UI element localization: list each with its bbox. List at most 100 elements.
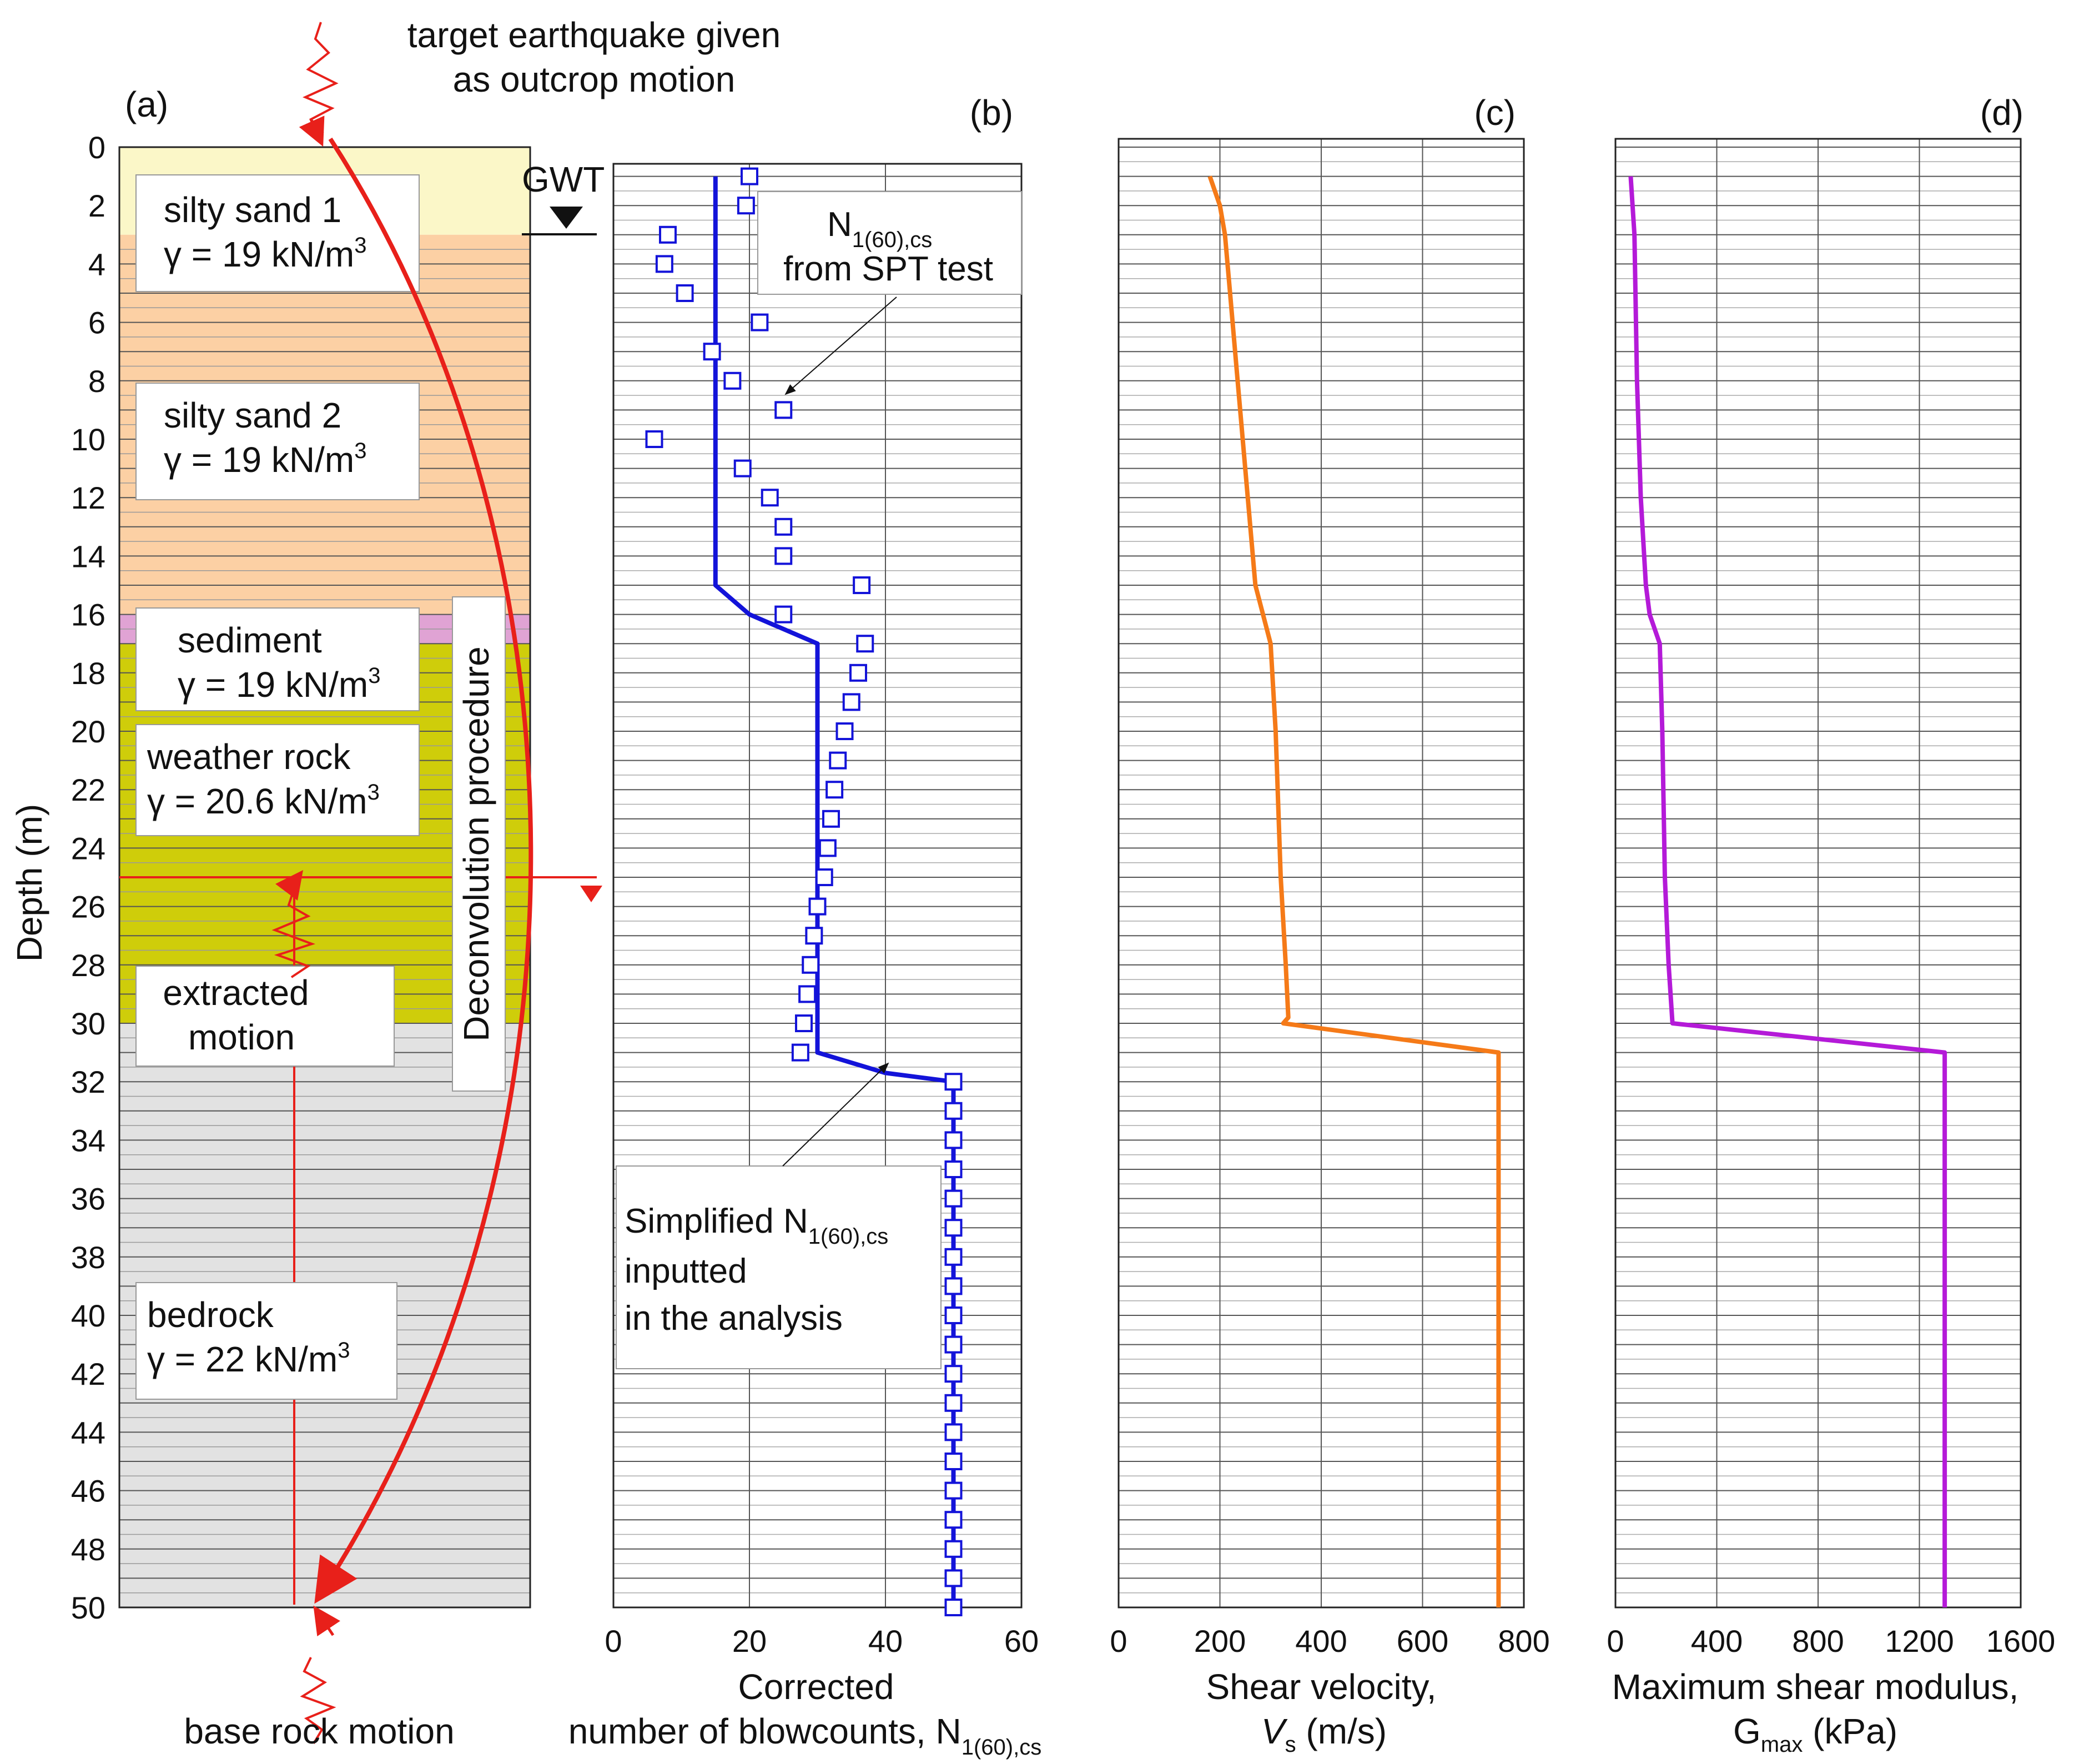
spt-point (805, 927, 823, 945)
spt-point (835, 722, 854, 740)
layer-label-sediment: sediment γ = 19 kN/m3 (135, 607, 420, 711)
x-tick-label: 400 (1295, 1624, 1347, 1659)
spt-annotation-line2: from SPT test (783, 250, 993, 288)
b-xlabel-line1: Corrected (738, 1667, 894, 1707)
spt-n-points (645, 167, 963, 1616)
gwt-label: GWT (522, 159, 605, 199)
spt-point (944, 1306, 963, 1324)
spt-point (853, 576, 871, 594)
c-xlabel-line1: Shear velocity, (1206, 1667, 1437, 1707)
d-gridlines (1615, 139, 2021, 1608)
spt-point (703, 343, 721, 361)
d-x-ticks: 0 400 800 1200 1600 (1607, 1624, 2055, 1659)
d-frame (1614, 138, 2022, 1609)
depth-tick-label: 0 (88, 130, 105, 165)
spt-point (815, 868, 833, 886)
depth-tick-label: 4 (88, 247, 105, 282)
spt-point (944, 1102, 963, 1120)
spt-point (733, 459, 752, 478)
layer-label-weather-rock: weather rock γ = 20.6 kN/m3 (135, 724, 420, 836)
simp-annotation-arrow (782, 1062, 889, 1167)
spt-point (944, 1569, 963, 1587)
layer-name: silty sand 2 (164, 395, 341, 435)
depth-axis-label: Depth (m) (9, 804, 49, 962)
spt-point (798, 985, 817, 1003)
c-frame (1117, 138, 1525, 1609)
extracted-line2: motion (188, 1017, 295, 1057)
simplified-annotation: Simplified N1(60),cs inputted in the ana… (616, 1062, 942, 1369)
spt-point (645, 430, 663, 448)
layer-gamma: γ = 22 kN/m3 (147, 1338, 350, 1379)
layer-name: sediment (178, 620, 322, 660)
layer-label-silty-sand-2: silty sand 2 γ = 19 kN/m3 (135, 383, 420, 500)
depth-tick-label: 42 (71, 1356, 105, 1391)
vs-series-line (1207, 175, 1501, 1607)
spt-point (944, 1335, 963, 1354)
depth-tick-label: 40 (71, 1298, 105, 1333)
panel-c-shear-velocity-chart: 0 200 400 600 800 (c) Shear velocity, Vs (m/… (1110, 93, 1549, 1757)
gmax-series-line (1628, 176, 1947, 1607)
depth-tick-label: 36 (71, 1182, 105, 1217)
panel-a-soil-profile: 0246810121416182022242628303234363840424… (9, 15, 781, 1751)
layer-label-silty-sand-1: silty sand 1 γ = 19 kN/m3 (135, 174, 420, 292)
spt-point (802, 956, 820, 974)
depth-tick-label: 50 (71, 1590, 105, 1625)
x-tick-label: 400 (1691, 1624, 1743, 1659)
c-xlabel-line2: Vs (m/s) (1261, 1711, 1387, 1757)
b-panel-label: (b) (970, 93, 1013, 133)
spt-point (944, 1394, 963, 1412)
layer-name: silty sand 1 (164, 190, 341, 230)
x-tick-label: 200 (1194, 1624, 1246, 1659)
c-x-ticks: 0 200 400 600 800 (1110, 1624, 1549, 1659)
simp-annotation-line2: inputted (625, 1252, 747, 1290)
panel-d-gmax-chart: 0 400 800 1200 1600 (d) Maximum shear modulu… (1607, 93, 2055, 1757)
b-frame (612, 163, 1023, 1609)
depth-tick-label: 46 (71, 1474, 105, 1509)
spt-point (944, 1277, 963, 1295)
x-tick-label: 20 (732, 1624, 767, 1659)
spt-annotation-line1: N1(60),cs (827, 205, 932, 252)
depth-tick-label: 20 (71, 714, 105, 749)
spt-point (825, 781, 844, 799)
layer-label-bedrock: bedrock γ = 22 kN/m3 (135, 1282, 397, 1400)
depth-tick-label: 8 (88, 364, 105, 399)
depth-tick-label: 44 (71, 1415, 105, 1450)
depth-tick-label: 28 (71, 948, 105, 983)
extraction-marker-icon (580, 886, 602, 902)
spt-point (944, 1365, 963, 1383)
layer-gamma: γ = 19 kN/m3 (178, 664, 380, 705)
depth-tick-label: 18 (71, 656, 105, 691)
deconvolution-box: Deconvolution procedure (452, 596, 506, 1092)
depth-tick-label: 12 (71, 480, 105, 515)
layer-gamma: γ = 19 kN/m3 (164, 233, 366, 274)
extracted-line1: extracted (163, 973, 309, 1013)
x-tick-label: 0 (1607, 1624, 1624, 1659)
extracted-motion-box: extracted motion (135, 966, 395, 1067)
simp-annotation-line1: Simplified N1(60),cs (625, 1202, 888, 1249)
spt-point (944, 1481, 963, 1500)
spt-point (856, 635, 874, 653)
depth-tick-label: 6 (88, 305, 105, 340)
spt-point (761, 489, 779, 507)
spt-point (774, 547, 793, 565)
panel-a-label: (a) (125, 84, 168, 124)
depth-tick-label: 30 (71, 1006, 105, 1041)
spt-point (829, 751, 847, 770)
c-panel-label: (c) (1474, 93, 1516, 133)
spt-annotation: N1(60),cs from SPT test (757, 191, 1022, 395)
x-tick-label: 1200 (1885, 1624, 1954, 1659)
spt-point (944, 1423, 963, 1441)
depth-tick-label: 2 (88, 188, 105, 223)
layer-gamma: γ = 19 kN/m3 (164, 439, 366, 480)
depth-tick-label: 10 (71, 422, 105, 457)
d-xlabel-line2: Gmax (kPa) (1733, 1711, 1897, 1757)
x-tick-label: 0 (605, 1624, 622, 1659)
x-tick-label: 60 (1004, 1624, 1039, 1659)
spt-point (659, 225, 677, 244)
spt-point (944, 1248, 963, 1266)
base-motion-arrow-icon (313, 1605, 340, 1637)
simplified-n-series-line (713, 176, 956, 1607)
panel-b-blowcount-chart: 0 20 40 60 (b) N1(60),cs from SPT test Simp… (568, 93, 1041, 1760)
spt-point (944, 1160, 963, 1178)
base-rock-note: base rock motion (184, 1711, 454, 1751)
